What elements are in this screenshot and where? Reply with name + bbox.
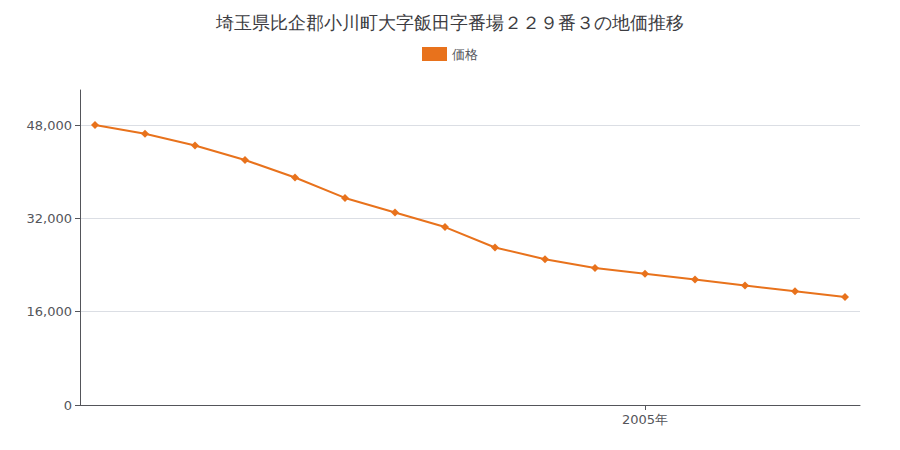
svg-text:16,000: 16,000 bbox=[27, 304, 73, 319]
svg-text:48,000: 48,000 bbox=[27, 118, 73, 133]
svg-text:32,000: 32,000 bbox=[27, 211, 73, 226]
svg-text:2005年: 2005年 bbox=[622, 412, 668, 427]
svg-text:埼玉県比企郡小川町大字飯田字番場２２９番３の地価推移: 埼玉県比企郡小川町大字飯田字番場２２９番３の地価推移 bbox=[215, 12, 684, 33]
svg-text:価格: 価格 bbox=[452, 47, 478, 62]
svg-text:0: 0 bbox=[64, 398, 72, 413]
